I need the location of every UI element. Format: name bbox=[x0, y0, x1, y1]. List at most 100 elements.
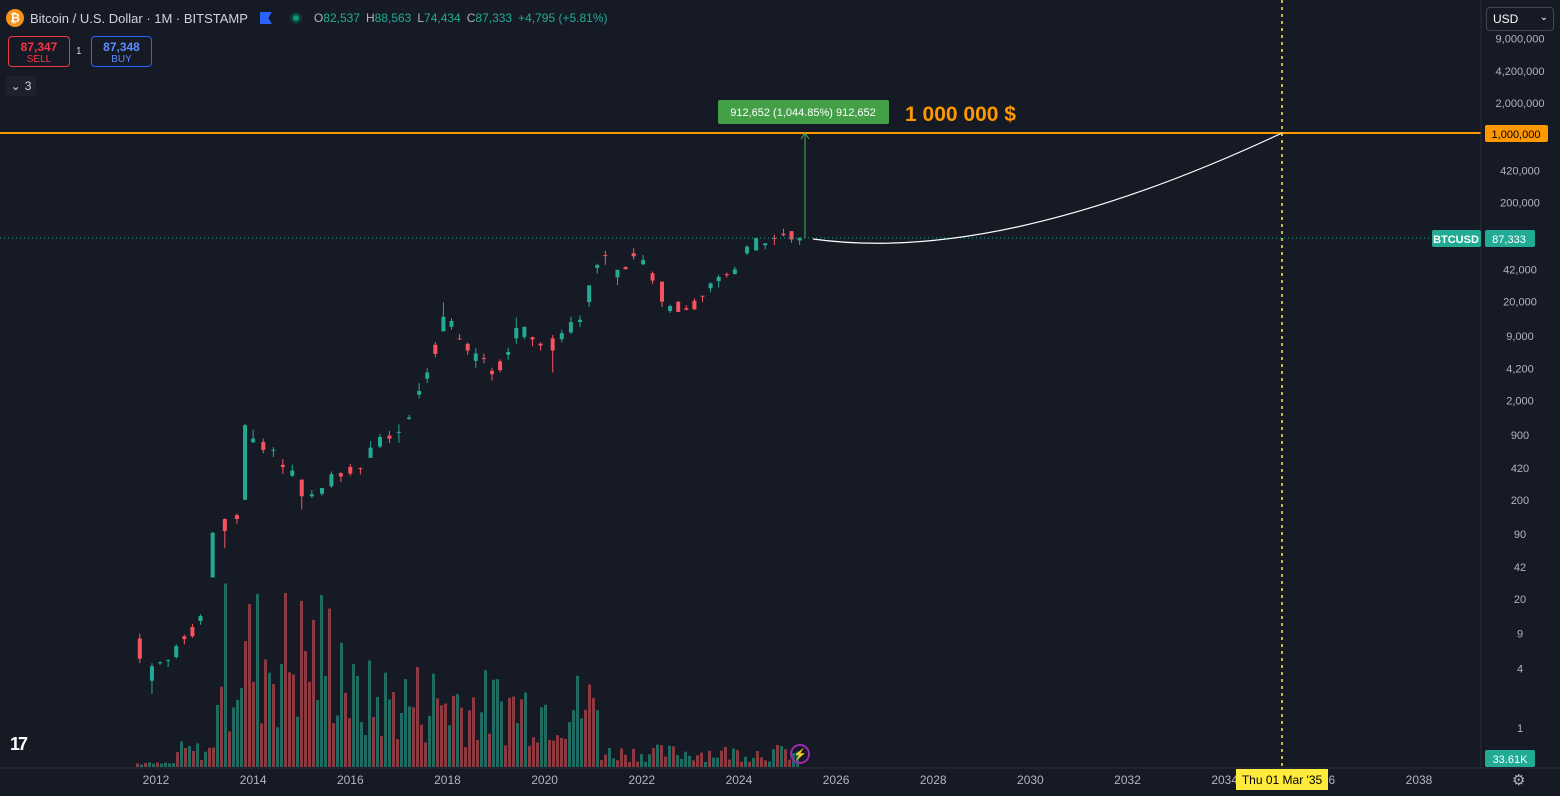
volume-bar bbox=[680, 758, 683, 767]
volume-bar bbox=[332, 723, 335, 767]
spread-value: 1 bbox=[76, 46, 82, 57]
volume-bar bbox=[328, 608, 331, 767]
flag-icon[interactable] bbox=[259, 12, 272, 24]
candle-body bbox=[465, 343, 470, 351]
candle-body bbox=[615, 270, 620, 278]
volume-bar bbox=[204, 751, 207, 767]
volume-bar bbox=[764, 760, 767, 767]
volume-bar bbox=[636, 761, 639, 767]
volume-bar bbox=[708, 750, 711, 767]
symbol-title[interactable]: Bitcoin / U.S. Dollar · 1M · BITSTAMP bbox=[30, 10, 248, 26]
candle-body bbox=[745, 246, 750, 254]
currency-value: USD bbox=[1493, 12, 1519, 26]
candle-body bbox=[550, 338, 555, 351]
volume-bars bbox=[136, 583, 799, 767]
candle-body bbox=[368, 447, 373, 458]
lightning-icon[interactable]: ⚡ bbox=[790, 744, 810, 764]
y-tick-label: 42 bbox=[1514, 562, 1526, 574]
volume-bar bbox=[384, 672, 387, 767]
candle-body bbox=[166, 659, 171, 661]
currency-select[interactable]: USD ⌄ bbox=[1486, 7, 1554, 31]
y-tick-label: 2,000,000 bbox=[1496, 98, 1545, 110]
volume-bar bbox=[420, 724, 423, 767]
candle-body bbox=[578, 319, 583, 323]
volume-bar bbox=[780, 746, 783, 767]
volume-bar bbox=[184, 747, 187, 767]
volume-bar bbox=[608, 747, 611, 767]
candle-body bbox=[407, 417, 412, 420]
candle-body bbox=[538, 343, 543, 346]
volume-bar bbox=[408, 706, 411, 767]
candle-body bbox=[789, 231, 794, 240]
volume-bar bbox=[360, 722, 363, 767]
buy-button[interactable]: 87,348 BUY bbox=[91, 36, 152, 67]
volume-bar bbox=[508, 697, 511, 767]
volume-bar bbox=[656, 744, 659, 767]
volume-bar bbox=[180, 741, 183, 767]
y-tick-label: 900 bbox=[1511, 430, 1529, 442]
volume-bar bbox=[492, 679, 495, 767]
volume-bar bbox=[700, 752, 703, 767]
volume-bar bbox=[148, 762, 151, 767]
volume-bar bbox=[788, 759, 791, 767]
market-open-icon bbox=[289, 12, 302, 24]
volume-bar bbox=[324, 675, 327, 767]
volume-tag-text: 33.61K bbox=[1493, 754, 1529, 766]
volume-bar bbox=[364, 735, 367, 767]
candle-body bbox=[222, 519, 227, 531]
volume-bar bbox=[556, 735, 559, 767]
candle-body bbox=[137, 638, 142, 659]
volume-bar bbox=[348, 718, 351, 767]
volume-bar bbox=[704, 761, 707, 767]
candle-body bbox=[473, 353, 478, 361]
volume-bar bbox=[476, 739, 479, 767]
candle-body bbox=[319, 488, 324, 494]
sell-button[interactable]: 87,347 SELL bbox=[8, 36, 70, 67]
candle-body bbox=[433, 344, 438, 354]
target-label[interactable]: 1 000 000 $ bbox=[905, 103, 1016, 126]
candle-body bbox=[396, 431, 401, 433]
volume-bar bbox=[276, 727, 279, 767]
volume-bar bbox=[156, 762, 159, 767]
volume-bar bbox=[388, 699, 391, 767]
volume-bar bbox=[188, 745, 191, 767]
candle-body bbox=[708, 283, 713, 289]
measure-label-box bbox=[718, 100, 889, 124]
tradingview-logo-icon: 17 bbox=[10, 734, 28, 754]
volume-bar bbox=[720, 750, 723, 767]
bitcoin-logo-icon: ₿ bbox=[6, 9, 24, 27]
candle-body bbox=[290, 470, 295, 476]
candle-body bbox=[498, 361, 503, 371]
volume-bar bbox=[464, 746, 467, 767]
price-scale[interactable] bbox=[1481, 0, 1560, 768]
x-tick-label: 2016 bbox=[337, 773, 364, 787]
candle-body bbox=[251, 438, 256, 443]
sell-price: 87,347 bbox=[20, 40, 58, 54]
volume-bar bbox=[172, 763, 175, 767]
candle-body bbox=[595, 265, 600, 268]
candle-body bbox=[190, 627, 195, 637]
volume-bar bbox=[716, 757, 719, 767]
volume-bar bbox=[280, 664, 283, 767]
volume-bar bbox=[712, 757, 715, 767]
volume-bar bbox=[356, 675, 359, 767]
volume-bar bbox=[620, 748, 623, 767]
measure-arrowhead bbox=[800, 132, 810, 140]
indicators-toggle-button[interactable]: ⌄ 3 bbox=[6, 76, 36, 96]
volume-bar bbox=[376, 696, 379, 767]
volume-bar bbox=[292, 674, 295, 767]
volume-bar bbox=[176, 752, 179, 767]
gear-icon[interactable]: ⚙ bbox=[1512, 772, 1526, 789]
open-value: 82,537 bbox=[323, 11, 360, 25]
measure-label: 912,652 (1,044.85%) 912,652 bbox=[730, 107, 876, 119]
date-tag bbox=[1236, 769, 1328, 790]
projection-curve[interactable] bbox=[812, 132, 1283, 244]
current-price-tag-text: 87,333 bbox=[1492, 234, 1526, 246]
volume-bar bbox=[768, 761, 771, 767]
volume-bar bbox=[576, 675, 579, 767]
volume-bar bbox=[392, 692, 395, 767]
volume-bar bbox=[424, 742, 427, 767]
volume-bar bbox=[380, 735, 383, 767]
volume-bar bbox=[308, 681, 311, 767]
